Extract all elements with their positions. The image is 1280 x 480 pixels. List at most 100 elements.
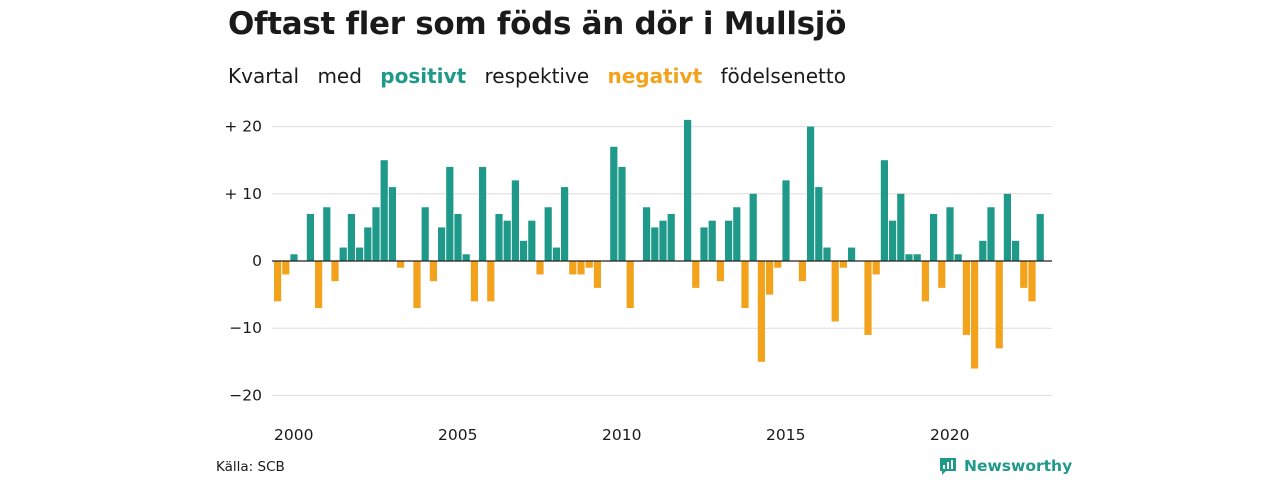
newsworthy-logo-icon — [940, 458, 956, 475]
bar-positive — [561, 187, 569, 261]
bar-positive — [782, 180, 790, 261]
bar-positive — [905, 254, 913, 261]
bar-positive — [528, 220, 536, 261]
bar-positive — [438, 227, 446, 261]
bar-positive — [347, 213, 355, 261]
bar-negative — [487, 261, 495, 302]
bar-positive — [684, 119, 692, 261]
bar-negative — [315, 261, 323, 309]
bar-negative — [692, 261, 700, 288]
bar-negative — [585, 261, 593, 268]
bar-positive — [1036, 213, 1044, 261]
bar-negative — [757, 261, 765, 362]
subtitle-text-med: med — [317, 64, 362, 88]
bar-negative — [766, 261, 774, 295]
bar-positive — [643, 207, 651, 261]
bar-positive — [979, 240, 987, 261]
bar-positive — [495, 213, 503, 261]
bar-positive — [815, 187, 823, 261]
bar-negative — [971, 261, 979, 369]
bar-positive — [290, 254, 298, 261]
bar-negative — [798, 261, 806, 282]
x-tick-label: 2010 — [602, 426, 641, 444]
bar-positive — [552, 247, 560, 261]
bar-positive — [667, 213, 675, 261]
bar-positive — [1003, 193, 1011, 261]
bar-negative — [921, 261, 929, 302]
bar-positive — [848, 247, 856, 261]
bar-positive — [339, 247, 347, 261]
bar-positive — [462, 254, 470, 261]
bar-positive — [380, 160, 388, 261]
bar-positive — [700, 227, 708, 261]
chart-title: Oftast fler som föds än dör i Mullsjö — [228, 6, 847, 42]
bar-negative — [872, 261, 880, 275]
bar-negative — [774, 261, 782, 268]
bar-positive — [503, 220, 511, 261]
bar-negative — [1020, 261, 1028, 288]
bar-negative — [577, 261, 585, 275]
bar-positive — [364, 227, 372, 261]
bar-positive — [954, 254, 962, 261]
bar-negative — [716, 261, 724, 282]
bar-negative — [626, 261, 634, 309]
bar-positive — [356, 247, 364, 261]
bars — [274, 119, 1044, 369]
y-tick-label: −10 — [229, 319, 262, 337]
bar-positive — [749, 193, 757, 261]
bar-negative — [413, 261, 421, 309]
y-tick-label: + 10 — [224, 185, 262, 203]
bar-positive — [544, 207, 552, 261]
bar-positive — [930, 213, 938, 261]
bar-positive — [880, 160, 888, 261]
chart-subtitle: Kvartal med positivt respektive negativt… — [228, 64, 846, 88]
bar-negative — [995, 261, 1003, 349]
bar-negative — [429, 261, 437, 282]
bar-negative — [397, 261, 405, 268]
bar-positive — [618, 166, 626, 261]
bar-positive — [913, 254, 921, 261]
bar-positive — [708, 220, 716, 261]
bar-positive — [659, 220, 667, 261]
y-axis-ticks: + 20 + 10 0 −10 −20 — [224, 118, 262, 405]
bar-positive — [479, 166, 487, 261]
bar-positive — [454, 213, 462, 261]
bar-negative — [569, 261, 577, 275]
bar-positive — [823, 247, 831, 261]
bar-negative — [839, 261, 847, 268]
bar-positive — [520, 240, 528, 261]
y-tick-label: −20 — [229, 386, 262, 404]
bar-positive — [889, 220, 897, 261]
bar-negative — [331, 261, 339, 282]
bar-positive — [446, 166, 454, 261]
bar-positive — [610, 146, 618, 261]
bar-negative — [593, 261, 601, 288]
bar-positive — [897, 193, 905, 261]
bar-positive — [987, 207, 995, 261]
bar-positive — [807, 126, 815, 261]
bar-positive — [651, 227, 659, 261]
bar-positive — [306, 213, 314, 261]
subtitle-text-kvartal: Kvartal — [228, 64, 300, 88]
subtitle-text-respektive: respektive — [484, 64, 590, 88]
source-note: Källa: SCB — [216, 459, 285, 475]
bar-negative — [1028, 261, 1036, 302]
bar-positive — [323, 207, 331, 261]
bar-positive — [946, 207, 954, 261]
bar-positive — [733, 207, 741, 261]
y-tick-label: + 20 — [224, 118, 262, 136]
bar-positive — [421, 207, 429, 261]
bar-positive — [388, 187, 396, 261]
bar-negative — [536, 261, 544, 275]
x-tick-label: 2000 — [274, 426, 313, 444]
subtitle-text-fodelsenetto: födelsenetto — [720, 64, 846, 88]
bar-negative — [470, 261, 478, 302]
brand-logo: Newsworthy — [938, 456, 1072, 476]
subtitle-negative-word: negativt — [607, 64, 703, 88]
bar-negative — [962, 261, 970, 335]
bar-negative — [741, 261, 749, 309]
bar-positive — [1012, 240, 1020, 261]
bar-negative — [938, 261, 946, 288]
bar-positive — [372, 207, 380, 261]
